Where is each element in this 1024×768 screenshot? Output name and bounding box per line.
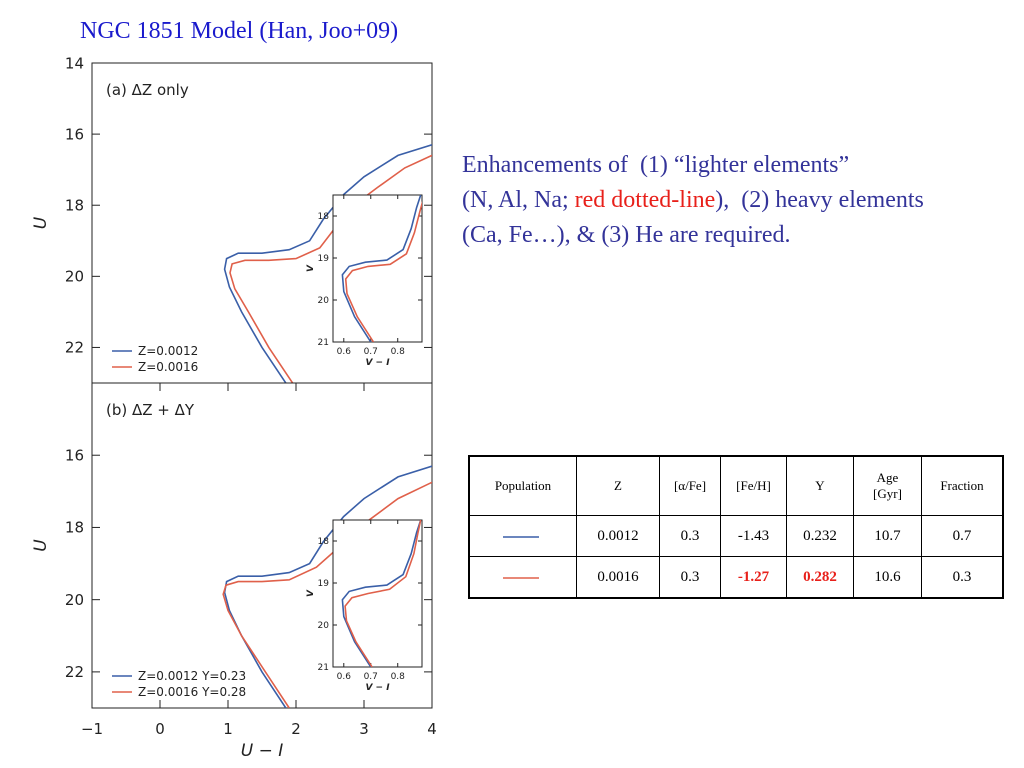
y-tick-label: 16 [65,446,84,464]
x-tick-label: 2 [291,720,301,738]
cell: 10.7 [853,515,922,557]
header-cell: Population [468,455,577,516]
panel-label: (a) ΔZ only [106,81,189,99]
x-tick-label: 3 [359,720,369,738]
header-cell: [α/Fe] [659,455,721,516]
legend-label: Z=0.0012 [138,344,198,358]
header-cell: Y [786,455,854,516]
cell: 0.3 [659,556,721,599]
y-tick-label: 21 [318,663,329,673]
x-tick-label: 0.6 [337,672,352,682]
cell: -1.27 [720,556,787,599]
population-cell [468,556,577,599]
y-tick-label: 20 [65,268,84,286]
y-tick-label: 19 [318,579,330,589]
text-highlight: red dotted-line [574,187,716,213]
header-text: Age [Gyr] [873,470,902,501]
y-tick-label: 20 [318,296,330,306]
plot-frame [332,194,423,343]
y-axis-label: U [31,216,51,229]
table-row: 0.0012 0.3 -1.43 0.232 10.7 0.7 [468,515,1004,557]
y-tick-label: 18 [318,537,330,547]
y-tick-label: 18 [65,519,84,537]
y-tick-label: 22 [65,339,84,357]
x-tick-label: 0.8 [391,347,406,357]
panel-label: (b) ΔZ + ΔY [106,401,195,419]
population-swatch [503,576,539,579]
x-tick-label: 1 [223,720,233,738]
y-tick-label: 21 [318,338,329,348]
table-row: 0.0016 0.3 -1.27 0.282 10.6 0.3 [468,556,1004,599]
isochrone [344,520,422,667]
legend-label: Z=0.0016 Y=0.28 [138,685,246,699]
cell: 0.282 [786,556,854,599]
cell: 10.6 [853,556,922,599]
isochrone [341,195,422,342]
text-line: (N, Al, Na; red dotted-line), (2) heavy … [462,183,924,218]
cell: 0.0016 [576,556,660,599]
parameter-table: Population Z [α/Fe] [Fe/H] Y Age [Gyr] F… [468,455,1004,599]
x-tick-label: 4 [427,720,437,738]
x-axis-label: U − I [241,741,284,761]
isochrone [223,144,432,383]
x-tick-label: −1 [81,720,103,738]
y-tick-label: 16 [65,125,84,143]
text-line: Enhancements of (1) “lighter elements” [462,148,924,183]
header-cell: [Fe/H] [720,455,787,516]
x-tick-label: 0.6 [337,347,352,357]
y-tick-label: 20 [318,621,330,631]
cell: 0.7 [921,515,1004,557]
isochrone [229,154,432,383]
cell: 0.3 [659,515,721,557]
slide-text: Enhancements of (1) “lighter elements” (N… [462,148,924,253]
slide-title: NGC 1851 Model (Han, Joo+09) [80,18,399,44]
y-tick-label: 19 [318,254,330,264]
y-tick-label: 22 [65,663,84,681]
text: Enhancements of (1) “lighter elements” [462,152,850,178]
x-axis-label: V − I [365,683,390,693]
header-cell: Fraction [921,455,1004,516]
x-tick-label: 0 [155,720,165,738]
x-tick-label: 0.7 [364,672,378,682]
y-tick-label: 18 [318,212,330,222]
cell: 0.3 [921,556,1004,599]
x-axis-label: V − I [365,358,390,368]
y-axis-label: U [31,539,51,552]
plot-frame [332,519,423,668]
text-line: (Ca, Fe…), & (3) He are required. [462,218,924,253]
y-axis-label: V [306,589,316,597]
text: (N, Al, Na; [462,187,575,213]
x-tick-label: 0.8 [391,672,406,682]
y-tick-label: 14 [65,54,84,72]
text: (Ca, Fe…), & (3) He are required. [462,222,791,248]
population-swatch [503,535,539,538]
cell: -1.43 [720,515,787,557]
cell: 0.232 [786,515,854,557]
legend-label: Z=0.0016 [138,360,198,374]
cell: 0.0012 [576,515,660,557]
population-cell [468,515,577,557]
header-cell: Z [576,455,660,516]
y-tick-label: 20 [65,591,84,609]
y-axis-label: V [306,264,316,272]
legend-label: Z=0.0012 Y=0.23 [138,669,246,683]
table-header: Population Z [α/Fe] [Fe/H] Y Age [Gyr] F… [468,455,1004,516]
header-cell: Age [Gyr] [853,455,922,516]
isochrone [341,520,422,667]
isochrone [344,200,422,342]
x-tick-label: 0.7 [364,347,378,357]
y-tick-label: 18 [65,196,84,214]
text: ), (2) heavy elements [715,187,924,213]
